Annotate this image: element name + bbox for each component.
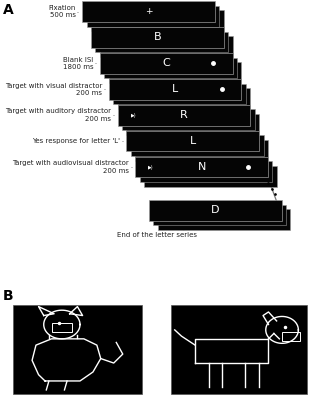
Bar <box>104 58 237 78</box>
Bar <box>113 84 246 104</box>
Text: R: R <box>180 110 188 120</box>
Bar <box>131 136 264 156</box>
Text: L: L <box>190 136 196 146</box>
Bar <box>126 131 259 152</box>
Bar <box>135 140 268 161</box>
Bar <box>13 305 142 394</box>
Text: N: N <box>198 162 206 172</box>
Text: Yes response for letter 'L': Yes response for letter 'L' <box>32 138 120 144</box>
Text: Target with audiovisual distractor
200 ms: Target with audiovisual distractor 200 m… <box>12 160 129 174</box>
Text: ▶): ▶) <box>131 113 136 118</box>
Bar <box>122 110 255 130</box>
Text: D: D <box>211 205 219 215</box>
Bar <box>140 161 272 182</box>
Text: +: + <box>145 7 152 16</box>
Text: B: B <box>154 32 161 42</box>
Text: C: C <box>162 58 170 68</box>
Bar <box>100 36 233 57</box>
Text: End of the letter series: End of the letter series <box>117 232 197 238</box>
Text: ▶): ▶) <box>148 164 154 170</box>
Bar <box>100 53 233 74</box>
Bar <box>82 1 215 22</box>
Bar <box>52 323 72 332</box>
Bar <box>118 105 250 126</box>
Bar <box>282 332 300 341</box>
Bar <box>171 305 307 394</box>
Bar <box>126 114 259 135</box>
Text: Target with auditory distractor
200 ms: Target with auditory distractor 200 ms <box>5 108 111 122</box>
Bar <box>95 32 228 52</box>
Bar <box>87 6 219 26</box>
Bar <box>109 79 241 100</box>
Text: Target with visual distractor
200 ms: Target with visual distractor 200 ms <box>5 82 102 96</box>
Bar <box>158 209 290 230</box>
Text: B: B <box>3 289 14 303</box>
Text: L: L <box>172 84 178 94</box>
Text: A: A <box>3 3 14 17</box>
Bar <box>118 88 250 109</box>
Bar <box>91 10 224 31</box>
Bar <box>144 166 277 187</box>
Text: Blank ISI
1800 ms: Blank ISI 1800 ms <box>63 57 94 70</box>
Bar <box>153 204 286 225</box>
Bar <box>109 62 241 83</box>
Bar <box>135 157 268 178</box>
Bar <box>91 27 224 48</box>
Bar <box>149 200 282 221</box>
Text: Fixation
500 ms: Fixation 500 ms <box>48 5 76 18</box>
